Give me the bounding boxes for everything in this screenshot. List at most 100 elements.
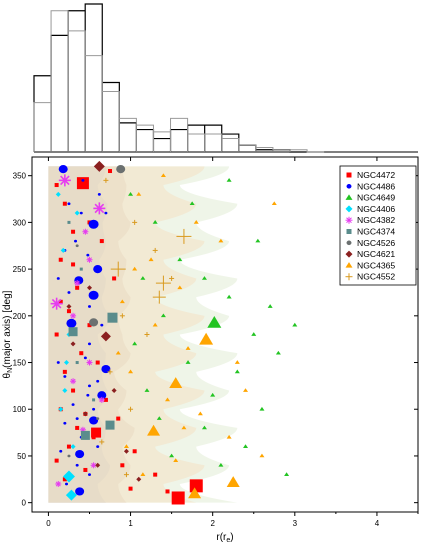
- legend-label: NGC4552: [357, 272, 395, 282]
- data-point: [128, 406, 134, 412]
- data-point: [136, 192, 142, 196]
- x-tick-label: 2: [210, 519, 215, 528]
- histogram-series-black: [33, 3, 325, 153]
- data-point: [63, 375, 67, 378]
- data-point: [75, 244, 79, 248]
- data-point: [66, 309, 71, 314]
- data-point: [140, 276, 146, 280]
- data-point: [96, 417, 100, 420]
- data-point: [104, 211, 108, 215]
- data-point: [74, 210, 80, 216]
- legend-box: [339, 165, 417, 286]
- data-point: [201, 276, 207, 280]
- data-point: [71, 262, 76, 267]
- data-point: [160, 313, 166, 318]
- data-point: [86, 285, 92, 291]
- data-point: [108, 169, 113, 174]
- data-point: [259, 453, 265, 458]
- series-ngc4486: [56, 165, 111, 496]
- data-point: [226, 476, 240, 488]
- data-point: [271, 201, 277, 206]
- data-point: [169, 275, 175, 281]
- data-point: [87, 473, 91, 476]
- envelope-band-3: [48, 166, 205, 503]
- data-point: [128, 369, 134, 374]
- data-point: [140, 472, 146, 476]
- legend-marker: [345, 250, 353, 258]
- data-point: [136, 476, 142, 482]
- data-point: [120, 463, 125, 468]
- data-point: [75, 463, 79, 467]
- legend-label: NGC4649: [357, 193, 395, 203]
- data-point: [54, 458, 59, 463]
- legend-label: NGC4374: [357, 227, 395, 237]
- data-point: [226, 434, 232, 439]
- data-point: [197, 411, 203, 416]
- y-tick-label: 200: [13, 312, 27, 321]
- data-point: [71, 403, 75, 406]
- data-point: [105, 420, 115, 430]
- data-point: [119, 313, 125, 319]
- data-point: [67, 220, 71, 224]
- data-points: [50, 160, 298, 505]
- data-point: [176, 228, 192, 244]
- data-point: [67, 202, 71, 206]
- data-point: [59, 449, 63, 453]
- legend-label: NGC4365: [357, 260, 395, 270]
- data-point: [70, 312, 77, 319]
- data-point: [82, 411, 88, 417]
- data-point: [64, 482, 68, 486]
- data-point: [101, 364, 111, 374]
- data-point: [99, 439, 105, 445]
- data-point: [93, 160, 105, 172]
- data-point: [87, 342, 91, 346]
- data-point: [189, 201, 195, 206]
- data-point: [155, 275, 171, 291]
- data-point: [147, 424, 161, 436]
- data-point: [185, 360, 191, 364]
- data-point: [292, 322, 298, 327]
- data-point: [234, 360, 240, 364]
- data-point: [87, 384, 91, 388]
- data-point: [181, 425, 187, 430]
- data-point: [96, 445, 100, 448]
- data-point: [75, 487, 85, 496]
- data-point: [71, 388, 76, 393]
- data-point: [153, 472, 158, 477]
- data-point: [160, 173, 166, 178]
- data-point: [79, 211, 83, 215]
- data-point: [193, 220, 199, 224]
- legend-marker: [346, 229, 352, 234]
- data-point: [82, 228, 89, 235]
- data-point: [267, 304, 273, 308]
- data-point: [284, 472, 290, 476]
- data-point: [92, 407, 96, 411]
- data-point: [123, 444, 129, 448]
- series-ngc4382: [50, 174, 106, 487]
- data-point: [103, 397, 108, 402]
- data-point: [116, 165, 126, 174]
- data-point: [58, 165, 68, 174]
- data-point: [218, 238, 224, 243]
- data-point: [74, 239, 78, 243]
- data-point: [62, 201, 67, 206]
- data-point: [128, 192, 134, 196]
- data-point: [63, 360, 69, 366]
- legend-label: NGC4486: [357, 181, 395, 191]
- data-point: [89, 416, 99, 425]
- legend-label: NGC4472: [357, 170, 395, 180]
- data-point: [132, 219, 138, 225]
- series-ngc4472: [54, 169, 203, 505]
- x-axis-title: r(re): [216, 532, 233, 544]
- data-point: [97, 391, 107, 400]
- data-point: [58, 174, 71, 187]
- legend-label: NGC4621: [357, 249, 395, 259]
- data-point: [88, 219, 99, 229]
- series-ngc4406: [55, 191, 80, 501]
- data-point: [75, 361, 79, 365]
- legend-marker: [346, 240, 352, 246]
- data-point: [67, 454, 71, 458]
- data-point: [275, 350, 281, 355]
- data-point: [88, 290, 99, 300]
